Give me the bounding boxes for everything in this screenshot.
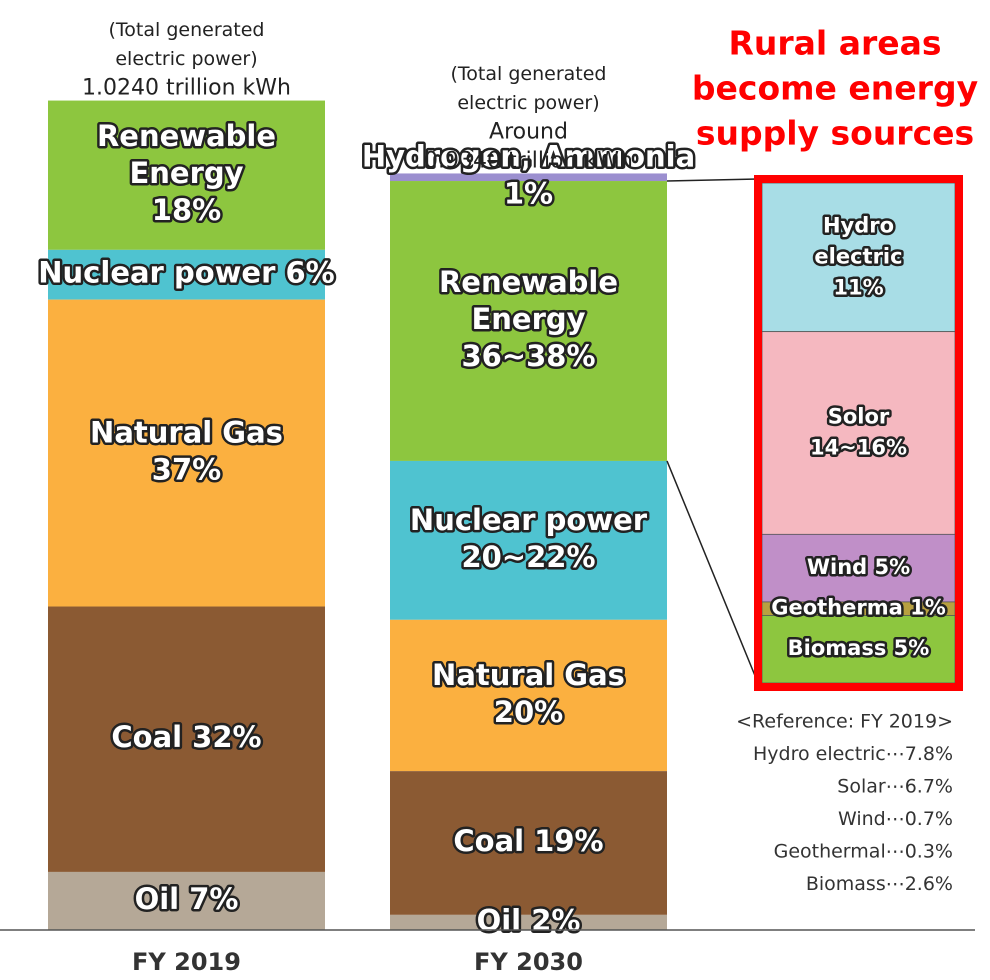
total-label: Around <box>489 119 568 144</box>
breakdown-segment <box>761 533 956 603</box>
reference-line: Biomass⋯2.6% <box>806 873 953 895</box>
reference-line: Wind⋯0.7% <box>838 808 953 830</box>
segment <box>390 619 667 772</box>
total-label: (Total generated <box>109 19 265 41</box>
segment-label: Natural Gas <box>432 658 625 692</box>
title: Rural areas <box>728 24 941 63</box>
breakdown-label: Hydro <box>823 213 894 237</box>
segment <box>48 871 325 930</box>
title: supply sources <box>696 114 974 153</box>
segment-label: Natural Gas <box>90 416 283 450</box>
segment-label: Oil 7% <box>135 882 239 916</box>
segment-label: Coal 19% <box>453 824 603 858</box>
segment-label: 18% <box>152 193 221 227</box>
segment <box>390 173 667 182</box>
breakdown-label: Biomass 5% <box>788 636 930 660</box>
total-label: 0.9340 trillion kWh <box>424 148 633 173</box>
reference-line: Solar⋯6.7% <box>837 776 953 798</box>
total-label: electric power) <box>457 92 599 114</box>
segment-label: 20~22% <box>461 540 595 574</box>
segment-label: 20% <box>494 695 563 729</box>
segment-label: Nuclear power 6% <box>38 256 334 290</box>
breakdown-segment <box>761 615 956 684</box>
category-label: FY 2030 <box>474 948 583 976</box>
segment-label: Energy <box>471 302 585 336</box>
total-label: (Total generated <box>451 63 607 85</box>
segment <box>390 771 667 915</box>
reference-line: Hydro electric⋯7.8% <box>753 743 953 765</box>
reference-line: Geothermal⋯0.3% <box>774 841 953 863</box>
segment-label: 36~38% <box>461 339 595 373</box>
segment <box>48 100 325 250</box>
segment-label: 1% <box>504 177 553 211</box>
connector <box>666 178 759 182</box>
breakdown-segment <box>761 182 956 333</box>
segment <box>390 460 667 620</box>
reference-line: <Reference: FY 2019> <box>736 711 953 733</box>
segment <box>48 606 325 872</box>
breakdown-label: electric <box>814 244 902 268</box>
category-label: FY 2019 <box>132 948 241 976</box>
segment-label: 37% <box>152 453 221 487</box>
segment-label: Oil 2% <box>477 903 581 937</box>
breakdown-label: Solor <box>828 405 890 429</box>
breakdown-label: Geotherma 1% <box>771 596 946 620</box>
breakdown-label: 11% <box>833 275 883 299</box>
breakdown-segment <box>761 331 956 535</box>
breakdown-label: Wind 5% <box>807 555 910 579</box>
connector <box>666 460 759 684</box>
segment <box>48 299 325 607</box>
segment <box>48 249 325 300</box>
segment-label: Renewable <box>439 265 618 299</box>
total-label: electric power) <box>115 48 257 70</box>
segment-label: Hydrogen, Ammonia <box>362 140 695 174</box>
segment-label: Coal 32% <box>111 720 261 754</box>
segment-label: Energy <box>129 156 243 190</box>
highlight-frame <box>754 175 963 691</box>
title: become energy <box>692 69 978 108</box>
segment <box>390 181 667 461</box>
segment-label: Renewable <box>97 119 276 153</box>
segment <box>390 914 667 930</box>
segment-label: Nuclear power <box>410 503 648 537</box>
breakdown-label: 14~16% <box>810 436 907 460</box>
total-label: 1.0240 trillion kWh <box>82 76 291 101</box>
